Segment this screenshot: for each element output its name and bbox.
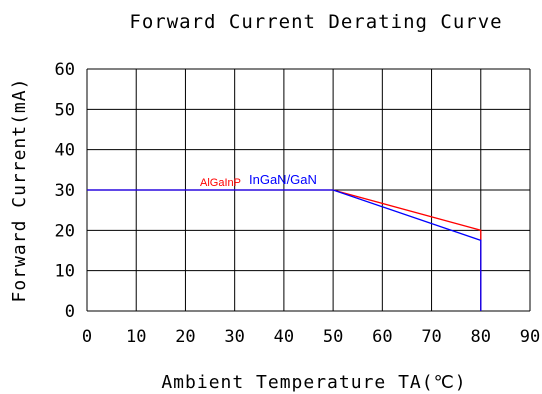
x-tick-label-3: 30 — [224, 327, 244, 347]
x-tick-label-5: 50 — [323, 327, 343, 347]
y-tick-label-6: 60 — [55, 60, 75, 80]
x-tick-label-7: 70 — [421, 327, 441, 347]
series-label-ingan-gan: InGaN/GaN — [249, 172, 317, 187]
x-tick-label-4: 40 — [274, 327, 294, 347]
y-tick-label-5: 50 — [55, 100, 75, 120]
y-tick-label-0: 0 — [65, 302, 75, 322]
y-tick-label-1: 10 — [55, 262, 75, 282]
y-axis-label: Forward Current(mA) — [9, 78, 30, 303]
x-tick-label-6: 60 — [372, 327, 392, 347]
x-tick-label-9: 90 — [520, 327, 540, 347]
y-tick-label-2: 20 — [55, 221, 75, 241]
series-line-ingan-gan — [87, 189, 482, 311]
x-tick-label-8: 80 — [471, 327, 491, 347]
y-tick-label-4: 40 — [55, 141, 75, 161]
x-tick-label-1: 10 — [126, 327, 146, 347]
y-tick-label-3: 30 — [55, 181, 75, 201]
chart-title: Forward Current Derating Curve — [129, 11, 502, 33]
series-label-algainp: AlGaInP — [200, 177, 241, 189]
series-labels: AlGaInP InGaN/GaN — [200, 172, 317, 189]
x-tick-label-2: 20 — [175, 327, 195, 347]
x-tick-labels: 0 10 20 30 40 50 60 70 80 90 — [82, 327, 540, 347]
y-tick-labels: 0 10 20 30 40 50 60 — [55, 60, 75, 322]
x-tick-label-0: 0 — [82, 327, 92, 347]
x-axis-label: Ambient Temperature TA(℃) — [161, 372, 466, 393]
series-lines — [87, 189, 482, 311]
